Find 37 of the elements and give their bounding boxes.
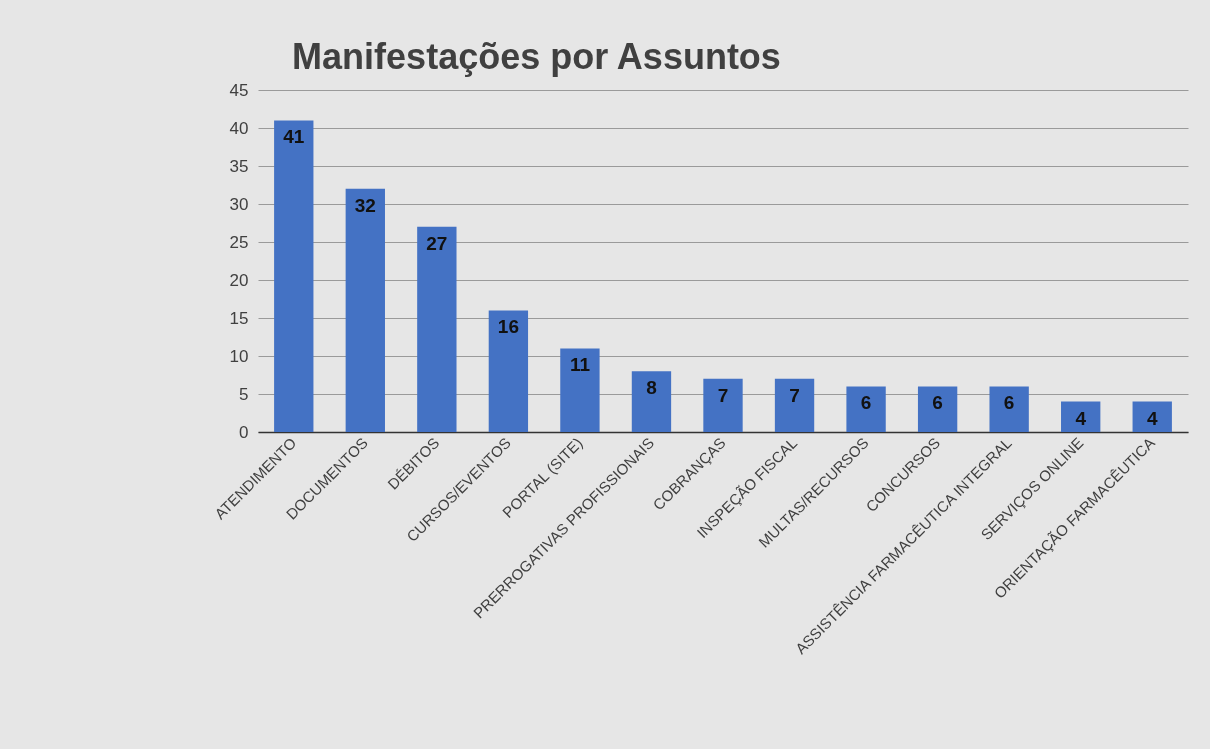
bar xyxy=(274,120,314,432)
y-tick-label: 0 xyxy=(239,422,249,442)
chart-title: Manifestações por Assuntos xyxy=(292,36,781,77)
y-tick-label: 10 xyxy=(229,346,249,366)
bar xyxy=(989,386,1029,432)
data-label: 27 xyxy=(426,232,448,254)
y-tick-label: 5 xyxy=(239,384,249,404)
data-label: 7 xyxy=(717,384,729,406)
bar xyxy=(345,188,385,432)
data-label: 6 xyxy=(1003,392,1015,414)
data-label: 32 xyxy=(354,194,376,216)
bar xyxy=(703,378,743,432)
y-tick-label: 25 xyxy=(229,232,249,252)
bar xyxy=(774,378,815,432)
data-label: 7 xyxy=(789,384,800,406)
data-label: 41 xyxy=(283,126,305,148)
bar xyxy=(1061,401,1101,432)
y-tick-label: 40 xyxy=(229,118,249,138)
data-label: 11 xyxy=(569,354,591,376)
data-label: 4 xyxy=(1146,407,1158,429)
data-label: 6 xyxy=(932,392,943,414)
y-tick-label: 15 xyxy=(229,308,249,328)
y-tick-label: 45 xyxy=(229,80,249,100)
bar xyxy=(917,386,958,432)
y-tick-label: 35 xyxy=(229,156,249,176)
y-tick-label: 20 xyxy=(229,270,249,290)
data-label: 8 xyxy=(646,377,657,399)
data-label: 16 xyxy=(497,316,519,338)
bar xyxy=(846,386,886,432)
bar xyxy=(488,310,529,432)
y-tick-label: 30 xyxy=(229,194,249,214)
data-label: 4 xyxy=(1075,407,1087,429)
bar xyxy=(560,348,600,432)
bar xyxy=(417,226,457,432)
bar xyxy=(631,371,672,432)
data-label: 6 xyxy=(860,392,872,414)
bar xyxy=(1132,401,1172,432)
